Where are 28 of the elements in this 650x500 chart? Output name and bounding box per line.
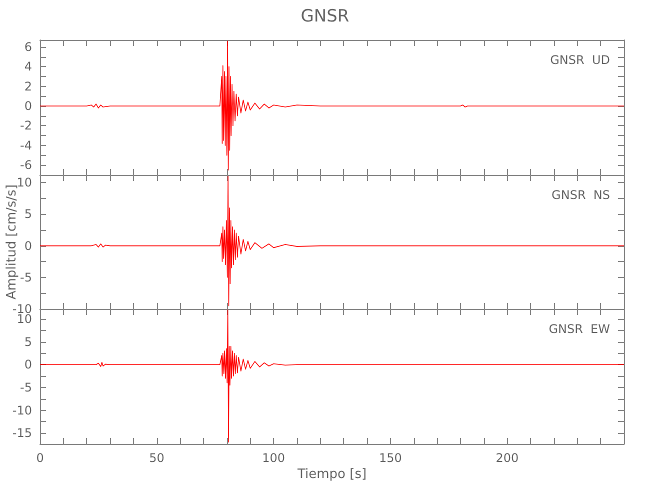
y-tick-label: 0 [24,238,32,253]
y-tick-label: -4 [20,138,32,152]
y-tick-label: -10 [12,403,32,418]
y-tick-label: 4 [24,60,32,74]
x-tick-label: 100 [262,451,286,465]
y-tick-label: 5 [24,334,32,349]
annotation: GNSR UD [550,53,610,67]
y-axis-title: Amplitud [cm/s/s] [4,184,20,300]
y-tick-label: 10 [16,176,32,190]
y-tick-label: 5 [24,207,32,222]
y-tick-label: 2 [24,79,32,94]
x-tick-label: 50 [149,451,164,465]
x-tick-label: 0 [36,451,44,465]
y-tick-label: -2 [20,118,32,133]
y-tick-label: 0 [24,358,32,372]
y-tick-label: -5 [20,270,32,284]
y-tick-label: -15 [12,426,32,440]
y-tick-label: -6 [20,158,32,172]
y-tick-label: 10 [16,312,32,326]
annotation: GNSR NS [552,188,610,202]
annotation: GNSR EW [548,322,610,336]
y-tick-label: -5 [20,380,32,394]
x-tick-label: 200 [496,451,519,465]
chart-title: GNSR [300,6,350,26]
y-tick-label: 0 [24,99,32,114]
x-tick-label: 150 [378,451,402,465]
y-tick-label: 6 [24,40,32,54]
x-axis-title: Tiempo [s] [296,467,367,482]
